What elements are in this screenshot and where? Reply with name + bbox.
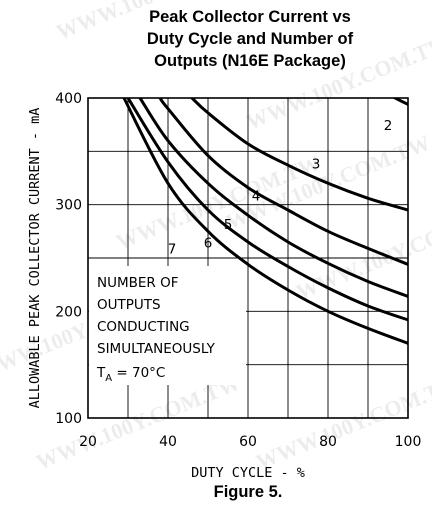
note: NUMBER OF OUTPUTS CONDUCTING SIMULTANEOU… [96, 275, 216, 384]
x-tick-label: 100 [395, 434, 422, 450]
note-line-1: NUMBER OF [97, 275, 178, 291]
curve-label-3: 3 [312, 156, 321, 172]
note-line-4: SIMULTANEOUSLY [97, 341, 216, 357]
y-tick-labels: 100 200 300 400 [55, 91, 82, 427]
figure-caption: Figure 5. [214, 483, 283, 501]
y-tick-label: 100 [55, 411, 82, 427]
x-axis-label: DUTY CYCLE - % [191, 465, 305, 481]
x-tick-labels: 20 40 60 80 100 [79, 434, 421, 450]
curve-label-6: 6 [204, 235, 213, 251]
grid [88, 98, 408, 418]
watermark-text: WWW.100Y.COM.TW [293, 200, 432, 305]
y-tick-label: 200 [55, 304, 82, 320]
x-tick-label: 40 [159, 434, 177, 450]
curve-label-7: 7 [168, 242, 177, 258]
chart-title-line-3: Outputs (N16E Package) [154, 52, 346, 70]
y-axis-label: ALLOWABLE PEAK COLLECTOR CURRENT - mA [27, 108, 43, 409]
curve-3-outputs [190, 98, 408, 212]
plot-frame [87, 97, 409, 419]
curves [122, 98, 408, 345]
note-temperature-value: = 70°C [112, 365, 165, 381]
y-tick-label: 400 [55, 91, 82, 107]
note-line-2: OUTPUTS [97, 297, 161, 313]
x-tick-label: 80 [319, 434, 337, 450]
curve-label-2: 2 [384, 118, 393, 134]
curve-label-5: 5 [224, 217, 233, 233]
curve-labels: 2 3 4 56 7 [168, 118, 393, 258]
x-tick-label: 20 [79, 434, 97, 450]
note-temperature: TA = 70°C [96, 365, 165, 384]
curve-label-4: 4 [252, 188, 261, 204]
note-box [89, 266, 246, 385]
curve-6-outputs [126, 98, 408, 322]
x-tick-label: 60 [239, 434, 257, 450]
note-temperature-subscript: A [105, 373, 112, 384]
note-temperature-symbol: T [96, 365, 106, 381]
watermark-text: WWW.100Y.COM.TW [253, 370, 432, 475]
chart-title-line-1: Peak Collector Current vs [149, 8, 351, 26]
chart-title-line-2: Duty Cycle and Number of [147, 30, 354, 48]
curve-7-outputs [122, 98, 408, 345]
note-line-3: CONDUCTING [97, 319, 190, 335]
curve-4-outputs [158, 98, 408, 266]
y-tick-label: 300 [55, 198, 82, 214]
curve-5-outputs [138, 98, 408, 298]
